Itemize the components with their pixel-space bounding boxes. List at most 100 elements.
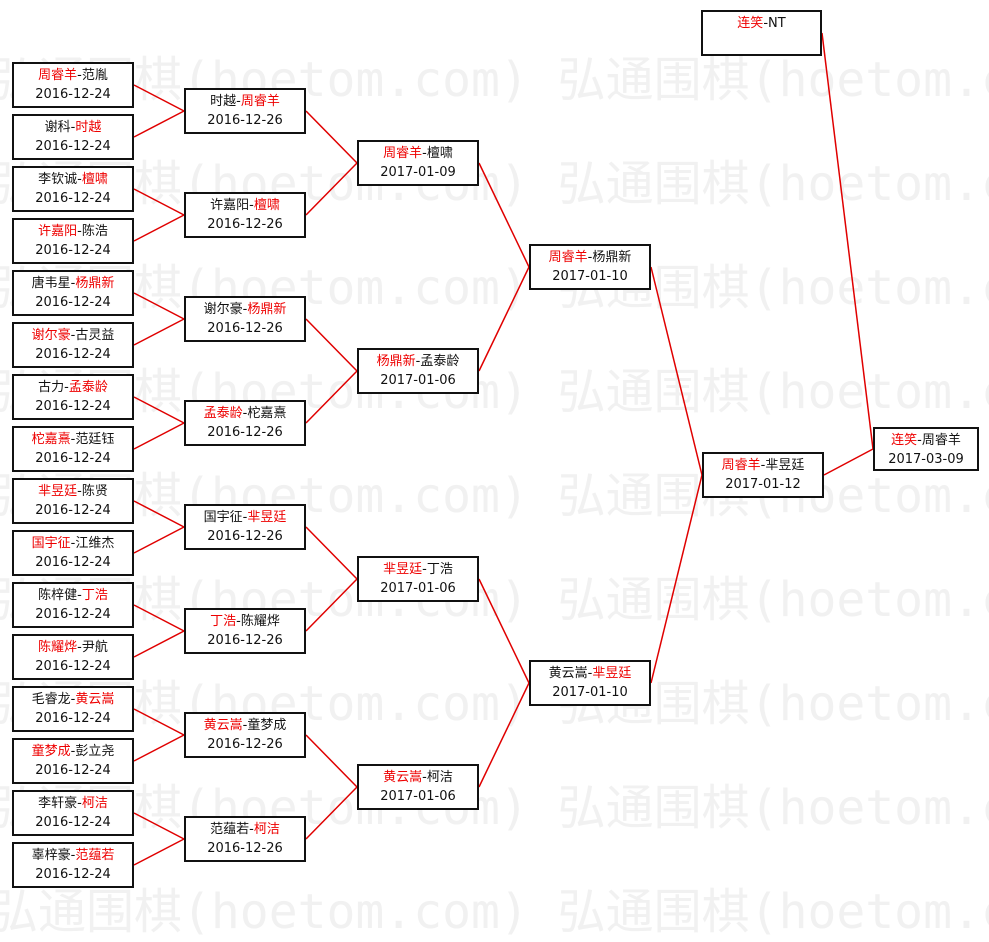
bracket-connector <box>133 318 185 346</box>
match-box-round-1: 童梦成-彭立尧 2016-12-24 <box>12 738 134 784</box>
player-name: 许嘉阳 <box>210 198 250 213</box>
match-date: 2017-01-06 <box>380 581 456 596</box>
match-players: 唐韦星-杨鼎新 <box>14 274 132 293</box>
match-date: 2016-12-26 <box>207 841 283 856</box>
match-players: 国宇征-芈昱廷 <box>186 508 304 527</box>
match-players: 连笑-周睿羊 <box>875 431 977 450</box>
player-name: 陈耀烨 <box>240 614 280 629</box>
bracket-connector <box>305 526 358 580</box>
player-name: 童梦成 <box>31 744 71 759</box>
match-players: 周睿羊-杨鼎新 <box>531 248 649 267</box>
match-box-round-3: 芈昱廷-丁浩 2017-01-06 <box>357 556 479 602</box>
match-box-round-1: 陈梓健-丁浩 2016-12-24 <box>12 582 134 628</box>
match-date: 2016-12-24 <box>35 659 111 674</box>
player-name: 芈昱廷 <box>38 484 78 499</box>
player-name: 谢科 <box>44 120 71 135</box>
match-players: 孟泰龄-柁嘉熹 <box>186 404 304 423</box>
separator: - <box>422 562 427 577</box>
player-name: 丁浩 <box>210 614 237 629</box>
match-box-round-2: 国宇征-芈昱廷 2016-12-26 <box>184 504 306 550</box>
match-date: 2016-12-26 <box>207 217 283 232</box>
match-date: 2016-12-24 <box>35 399 111 414</box>
player-name: 柁嘉熹 <box>31 432 71 447</box>
match-box-round-1: 谢科-时越 2016-12-24 <box>12 114 134 160</box>
player-name: 芈昱廷 <box>765 458 805 473</box>
match-players: 陈耀烨-尹航 <box>14 638 132 657</box>
match-players: 陈梓健-丁浩 <box>14 586 132 605</box>
match-box-round-1: 毛睿龙-黄云嵩 2016-12-24 <box>12 686 134 732</box>
bracket-connector <box>133 734 185 762</box>
match-players: 周睿羊-檀啸 <box>359 144 477 163</box>
match-box-round-1: 唐韦星-杨鼎新 2016-12-24 <box>12 270 134 316</box>
match-players: 童梦成-彭立尧 <box>14 742 132 761</box>
bracket-connector <box>305 786 358 840</box>
match-box-round-1: 古力-孟泰龄 2016-12-24 <box>12 374 134 420</box>
separator: - <box>70 328 76 343</box>
match-date: 2017-01-12 <box>725 477 801 492</box>
bracket-connector <box>133 214 185 242</box>
match-box-round-2: 黄云嵩-童梦成 2016-12-26 <box>184 712 306 758</box>
match-date: 2016-12-24 <box>35 555 111 570</box>
bracket-connector <box>305 318 358 372</box>
player-name: 芈昱廷 <box>383 562 423 577</box>
player-name: 檀啸 <box>426 146 453 161</box>
player-name: 黄云嵩 <box>548 666 588 681</box>
player-name: 连笑 <box>891 433 918 448</box>
player-name: 彭立尧 <box>75 744 115 759</box>
match-box-round-1: 柁嘉熹-范廷钰 2016-12-24 <box>12 426 134 472</box>
match-date: 2016-12-24 <box>35 243 111 258</box>
player-name: 柯洁 <box>81 796 108 811</box>
match-players: 芈昱廷-丁浩 <box>359 560 477 579</box>
bracket-connector <box>305 734 358 788</box>
bracket-connector <box>650 474 703 684</box>
bracket-connector <box>305 110 358 164</box>
match-box-round-2: 孟泰龄-柁嘉熹 2016-12-26 <box>184 400 306 446</box>
match-players: 黄云嵩-芈昱廷 <box>531 664 649 683</box>
separator: - <box>77 640 82 655</box>
separator: - <box>77 224 82 239</box>
player-name: 柁嘉熹 <box>247 406 287 421</box>
separator: - <box>422 146 427 161</box>
match-players: 许嘉阳-檀啸 <box>186 196 304 215</box>
bracket-connector <box>133 110 185 138</box>
bracket-connector <box>133 396 185 424</box>
match-date: 2016-12-26 <box>207 633 283 648</box>
player-name: 杨鼎新 <box>247 302 287 317</box>
player-name: 芈昱廷 <box>592 666 632 681</box>
match-players: 连笑-NT <box>703 14 820 33</box>
player-name: 范廷钰 <box>75 432 115 447</box>
match-date: 2016-12-24 <box>35 711 111 726</box>
match-box-round-1: 李轩豪-柯洁 2016-12-24 <box>12 790 134 836</box>
player-name: 黄云嵩 <box>75 692 115 707</box>
separator: - <box>242 718 248 733</box>
match-players: 古力-孟泰龄 <box>14 378 132 397</box>
bracket-connector <box>133 708 185 736</box>
player-name: 辜梓豪 <box>31 848 71 863</box>
player-name: 檀啸 <box>253 198 280 213</box>
match-box-round-2: 谢尔豪-杨鼎新 2016-12-26 <box>184 296 306 342</box>
match-date: 2016-12-24 <box>35 191 111 206</box>
player-name: 毛睿龙 <box>31 692 71 707</box>
player-name: 黄云嵩 <box>383 770 423 785</box>
player-name: 陈耀烨 <box>38 640 78 655</box>
match-players: 黄云嵩-柯洁 <box>359 768 477 787</box>
separator: - <box>587 666 593 681</box>
match-players: 范蕴若-柯洁 <box>186 820 304 839</box>
separator: - <box>242 510 248 525</box>
match-date: 2016-12-26 <box>207 321 283 336</box>
separator: - <box>70 276 76 291</box>
separator: - <box>77 588 82 603</box>
match-date: 2016-12-24 <box>35 451 111 466</box>
match-players: 李钦诚-檀啸 <box>14 170 132 189</box>
player-name: 国宇征 <box>31 536 71 551</box>
match-box-round-3: 杨鼎新-孟泰龄 2017-01-06 <box>357 348 479 394</box>
separator: - <box>249 198 254 213</box>
match-players: 周睿羊-范胤 <box>14 66 132 85</box>
match-players: 芈昱廷-陈贤 <box>14 482 132 501</box>
separator: - <box>64 380 69 395</box>
match-date: 2016-12-24 <box>35 763 111 778</box>
bracket-connector <box>478 578 530 684</box>
separator: - <box>587 250 593 265</box>
bracket-connector <box>133 422 185 450</box>
match-date: 2016-12-26 <box>207 425 283 440</box>
